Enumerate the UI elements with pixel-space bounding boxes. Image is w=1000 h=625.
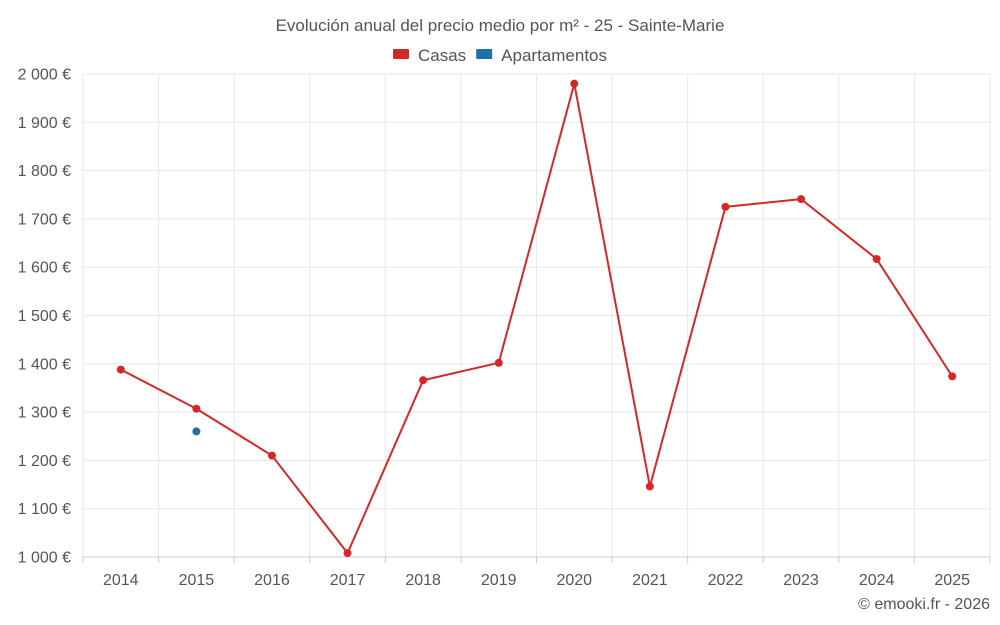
y-tick-label: 1 900 € [18,115,71,132]
x-tick-label: 2016 [254,572,290,589]
y-tick-label: 1 400 € [18,356,71,373]
x-tick-label: 2014 [103,572,139,589]
series-line-casas [120,82,954,555]
data-point-casas[interactable] [948,372,957,381]
legend-swatch [392,49,409,59]
x-tick-label: 2019 [481,572,517,589]
legend-label: Casas [418,46,466,65]
y-tick-label: 1 100 € [18,501,71,518]
series [116,79,957,558]
y-tick-label: 1 200 € [18,453,71,470]
x-tick-label: 2020 [556,572,592,589]
legend-swatch [476,49,493,59]
y-tick-label: 1 500 € [18,308,71,325]
x-tick-label: 2025 [934,572,970,589]
x-tick-label: 2024 [859,572,895,589]
legend-item-casas[interactable]: Casas [392,46,466,65]
x-tick-label: 2021 [632,572,668,589]
data-point-casas[interactable] [343,549,352,558]
y-tick-label: 1 300 € [18,405,71,422]
x-tick-label: 2015 [179,572,215,589]
chart-title: Evolución anual del precio medio por m² … [276,16,725,35]
data-point-casas[interactable] [192,404,201,413]
y-tick-label: 1 700 € [18,211,71,228]
legend-item-apartamentos[interactable]: Apartamentos [476,46,607,65]
x-tick-label: 2023 [783,572,819,589]
data-point-casas[interactable] [797,195,806,204]
data-point-casas[interactable] [645,482,654,491]
data-point-casas[interactable] [494,358,503,367]
data-point-apartamentos[interactable] [192,427,201,436]
x-tick-label: 2022 [708,572,744,589]
data-point-casas[interactable] [570,79,579,88]
data-point-casas[interactable] [116,365,125,374]
legend-label: Apartamentos [501,46,607,65]
data-point-casas[interactable] [267,451,276,460]
axes: 1 000 € 1 100 € 1 200 € 1 300 € 1 400 € 1 500… [18,67,991,589]
x-tick-label: 2017 [330,572,366,589]
data-point-casas[interactable] [419,376,428,385]
y-tick-label: 1 600 € [18,260,71,277]
x-tick-label: 2018 [405,572,441,589]
y-tick-label: 1 000 € [18,550,71,567]
y-tick-label: 1 800 € [18,163,71,180]
copyright-footer: © emooki.fr - 2026 [858,596,990,613]
data-point-casas[interactable] [721,202,730,211]
grid [82,73,991,557]
y-tick-label: 2 000 € [18,67,71,84]
legend: Casas Apartamentos [392,46,607,65]
data-point-casas[interactable] [872,254,881,263]
